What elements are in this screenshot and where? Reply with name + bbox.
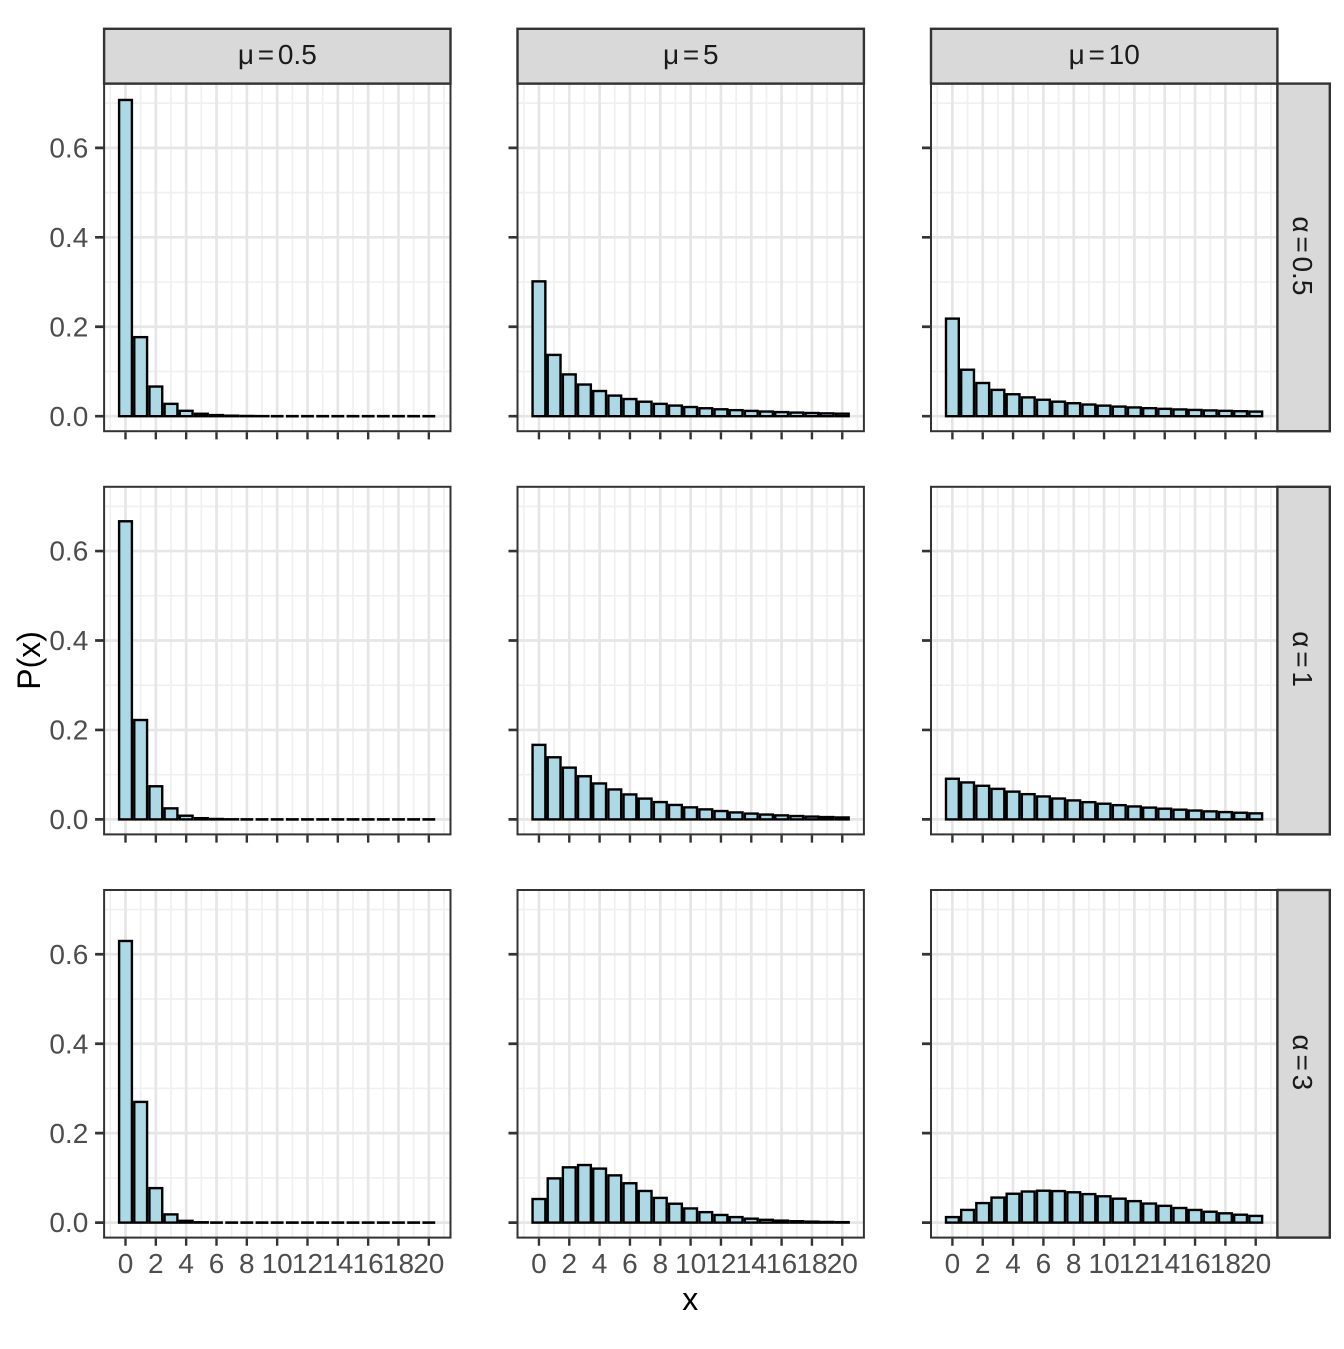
svg-text:μ = 5: μ = 5 [663,39,719,70]
svg-text:18: 18 [796,1248,827,1279]
svg-text:0.6: 0.6 [49,939,88,970]
svg-text:12: 12 [1119,1248,1150,1279]
svg-text:0.0: 0.0 [49,804,88,835]
svg-text:14: 14 [1149,1248,1180,1279]
svg-text:2: 2 [148,1248,164,1279]
svg-text:0.2: 0.2 [49,1118,88,1149]
svg-text:4: 4 [1005,1248,1021,1279]
svg-text:0.0: 0.0 [49,1207,88,1238]
svg-text:16: 16 [353,1248,384,1279]
svg-text:8: 8 [239,1248,255,1279]
svg-text:P(x): P(x) [11,631,47,690]
svg-text:10: 10 [675,1248,706,1279]
svg-text:12: 12 [705,1248,736,1279]
svg-text:6: 6 [1036,1248,1052,1279]
svg-text:0: 0 [118,1248,134,1279]
svg-text:12: 12 [292,1248,323,1279]
svg-text:0.6: 0.6 [49,536,88,567]
svg-text:0.2: 0.2 [49,715,88,746]
svg-text:α = 0.5: α = 0.5 [1287,216,1318,295]
svg-text:18: 18 [383,1248,414,1279]
svg-text:20: 20 [413,1248,444,1279]
svg-text:μ = 0.5: μ = 0.5 [238,39,317,70]
svg-text:0.4: 0.4 [49,1028,88,1059]
svg-text:2: 2 [975,1248,991,1279]
svg-text:0.6: 0.6 [49,133,88,164]
svg-text:8: 8 [653,1248,669,1279]
svg-text:α = 3: α = 3 [1287,1034,1318,1090]
svg-text:0.4: 0.4 [49,222,88,253]
svg-text:2: 2 [562,1248,578,1279]
svg-text:20: 20 [1240,1248,1271,1279]
svg-text:16: 16 [1180,1248,1211,1279]
svg-text:0.2: 0.2 [49,311,88,342]
svg-text:0: 0 [945,1248,961,1279]
svg-text:4: 4 [178,1248,194,1279]
svg-text:0.0: 0.0 [49,401,88,432]
svg-text:20: 20 [827,1248,858,1279]
svg-text:α = 1: α = 1 [1287,631,1318,687]
svg-text:14: 14 [322,1248,353,1279]
svg-text:10: 10 [1089,1248,1120,1279]
svg-text:14: 14 [736,1248,767,1279]
svg-text:4: 4 [592,1248,608,1279]
svg-text:10: 10 [262,1248,293,1279]
svg-text:8: 8 [1066,1248,1082,1279]
svg-text:16: 16 [766,1248,797,1279]
svg-text:0: 0 [531,1248,547,1279]
svg-text:6: 6 [209,1248,225,1279]
svg-text:μ = 10: μ = 10 [1069,39,1140,70]
svg-text:x: x [682,1281,698,1317]
svg-text:18: 18 [1210,1248,1241,1279]
svg-text:0.4: 0.4 [49,625,88,656]
svg-text:6: 6 [622,1248,638,1279]
